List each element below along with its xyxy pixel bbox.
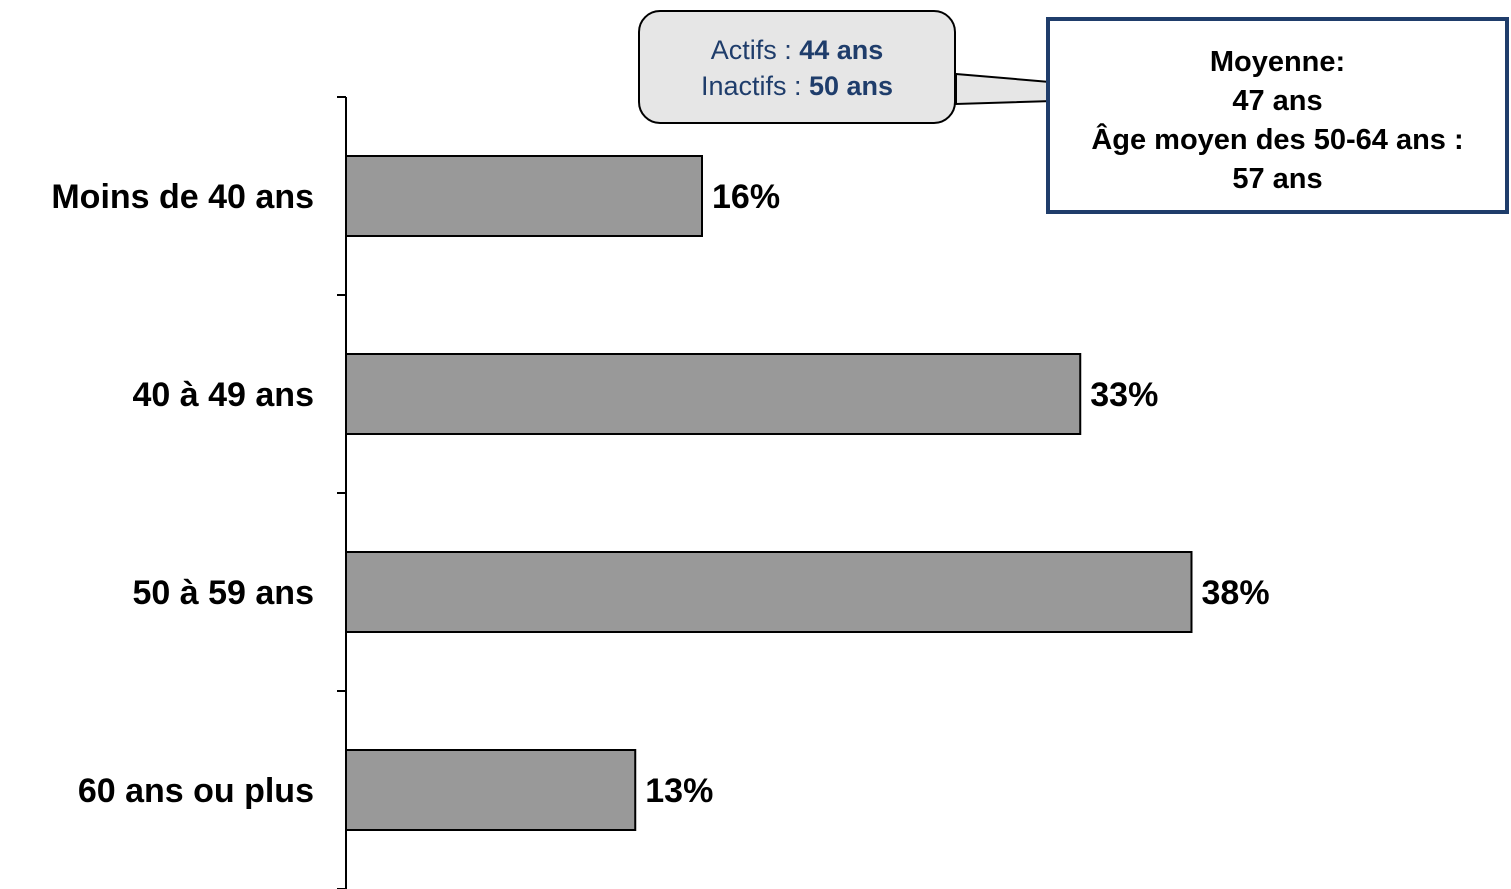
inactifs-value: 50 ans [808, 71, 894, 101]
value-label-2: 38% [1202, 574, 1270, 612]
callout-actifs-line: Actifs : 44 ans [640, 32, 954, 68]
value-label-0: 16% [712, 178, 780, 216]
average-value: 47 ans [1232, 85, 1323, 117]
bar-0 [345, 155, 703, 237]
actifs-value: 44 ans [799, 35, 884, 65]
active-inactive-callout: Actifs : 44 ans Inactifs : 50 ans [638, 10, 956, 124]
callout-inactifs-line: Inactifs : 50 ans [640, 68, 954, 104]
bar-1 [345, 353, 1082, 435]
average-title: Moyenne: [1209, 46, 1346, 78]
average-50-64-value: 57 ans [1232, 163, 1323, 195]
actifs-label: Actifs : [710, 35, 800, 65]
category-label-2: 50 à 59 ans [133, 574, 314, 612]
value-label-1: 33% [1090, 376, 1158, 414]
bar-3 [345, 749, 637, 831]
category-label-3: 60 ans ou plus [78, 772, 314, 810]
average-50-64-label: Âge moyen des 50-64 ans : [1091, 124, 1464, 156]
value-label-3: 13% [645, 772, 713, 810]
category-label-1: 40 à 49 ans [133, 376, 314, 414]
category-label-0: Moins de 40 ans [51, 178, 314, 216]
inactifs-label: Inactifs : [700, 71, 809, 101]
average-age-box: Moyenne: 47 ans Âge moyen des 50-64 ans … [1046, 17, 1509, 214]
bar-2 [345, 551, 1193, 633]
